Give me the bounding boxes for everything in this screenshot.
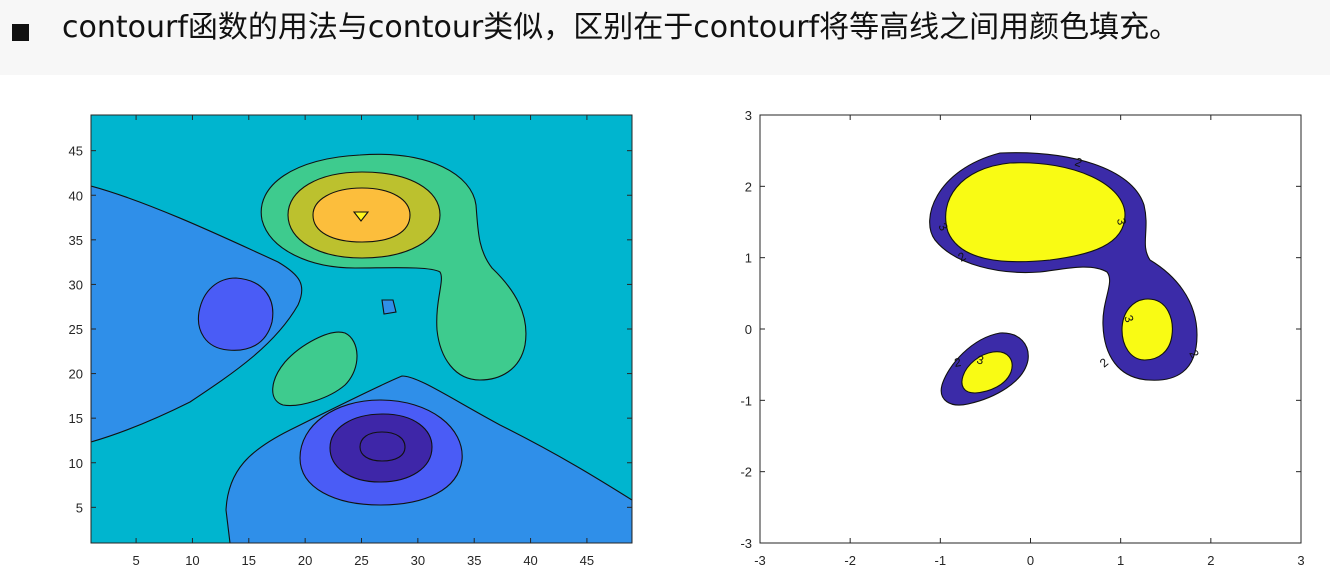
x-tick-label: -1 [935, 553, 947, 568]
contour-label: 2 [1073, 155, 1084, 171]
y-tick-label: 35 [69, 233, 83, 248]
slide-header: contourf函数的用法与contour类似，区别在于contourf将等高线… [0, 0, 1330, 75]
contour-label: 3 [1114, 217, 1129, 226]
left-small-patch [381, 299, 397, 315]
x-tick-label: 20 [298, 553, 312, 568]
x-tick-label: 45 [580, 553, 594, 568]
x-tick-label: 3 [1297, 553, 1304, 568]
y-tick-label: 15 [69, 411, 83, 426]
x-tick-label: 15 [242, 553, 256, 568]
x-tick-label: 1 [1117, 553, 1124, 568]
x-tick-label: 30 [411, 553, 425, 568]
contour-label: 2 [953, 355, 962, 370]
x-tick-label: 10 [185, 553, 199, 568]
contour-label: 3 [1121, 313, 1137, 324]
left-axis-ticks: 5 10 15 20 25 30 35 40 45 5 10 15 20 25 30 35 40 45 [69, 115, 632, 568]
y-tick-label: -1 [740, 393, 752, 408]
y-tick-label: 40 [69, 188, 83, 203]
left-trough-center [359, 431, 406, 462]
left-region-wedge [91, 185, 303, 443]
left-contour-chart: 5 10 15 20 25 30 35 40 45 5 10 15 20 25 30 35 40 45 [69, 114, 633, 568]
left-blob-middle [272, 331, 358, 407]
x-tick-label: 2 [1207, 553, 1214, 568]
right-high-upper [945, 162, 1126, 263]
x-tick-label: 35 [467, 553, 481, 568]
y-tick-label: -2 [740, 465, 752, 480]
y-tick-label: 45 [69, 144, 83, 159]
y-tick-label: 30 [69, 277, 83, 292]
y-tick-label: -3 [740, 536, 752, 551]
x-tick-label: 25 [354, 553, 368, 568]
x-tick-label: -2 [844, 553, 856, 568]
right-high-right [1121, 298, 1173, 361]
y-tick-label: 3 [745, 108, 752, 123]
black-square-bullet-icon [12, 24, 29, 41]
left-peak-center [352, 211, 370, 222]
x-tick-label: 40 [523, 553, 537, 568]
y-tick-label: 0 [745, 322, 752, 337]
x-tick-label: -3 [754, 553, 766, 568]
y-tick-label: 1 [745, 251, 752, 266]
right-high-lower [961, 351, 1013, 394]
x-tick-label: 5 [132, 553, 139, 568]
y-tick-label: 2 [745, 179, 752, 194]
y-tick-label: 10 [69, 456, 83, 471]
y-tick-label: 5 [76, 500, 83, 515]
header-text: contourf函数的用法与contour类似，区别在于contourf将等高线… [62, 10, 1180, 45]
contour-label: 3 [975, 352, 985, 367]
y-tick-label: 20 [69, 367, 83, 382]
y-tick-label: 25 [69, 322, 83, 337]
x-tick-label: 0 [1027, 553, 1034, 568]
left-trough-inner [197, 277, 274, 351]
